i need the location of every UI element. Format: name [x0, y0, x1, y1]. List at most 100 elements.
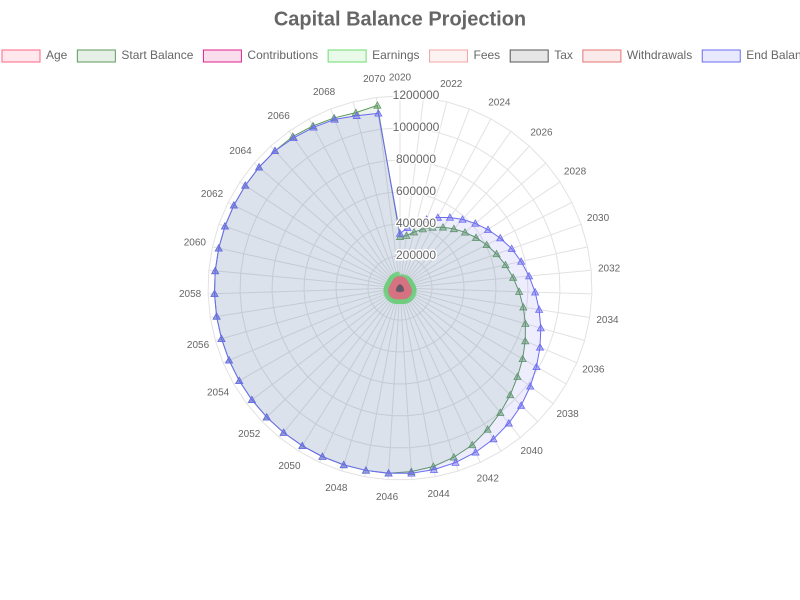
data-point	[298, 441, 307, 449]
point-label: 2032	[598, 263, 621, 274]
data-point	[468, 440, 477, 449]
legend-label: Withdrawals	[627, 48, 692, 62]
data-point	[330, 115, 339, 123]
legend-swatch	[1, 49, 41, 63]
data-point	[279, 428, 288, 436]
point-label: 2068	[313, 87, 336, 98]
data-point	[519, 302, 528, 311]
point-label: 2044	[427, 489, 450, 500]
data-point	[211, 266, 220, 275]
legend-item: Withdrawals	[582, 48, 692, 63]
data-point	[428, 223, 437, 231]
legend-item: Age	[1, 48, 68, 63]
legend-swatch	[76, 49, 116, 63]
legend-item: Contributions	[202, 48, 318, 63]
point-label: 2026	[530, 127, 553, 138]
data-point	[445, 213, 455, 221]
legend-swatch	[429, 49, 468, 63]
point-label: 2052	[238, 429, 261, 440]
y-tick-label: 200000	[396, 248, 436, 262]
point-label: 2038	[556, 409, 579, 420]
data-point	[535, 342, 545, 351]
data-point	[508, 273, 518, 281]
data-point	[532, 362, 541, 370]
data-point	[210, 289, 219, 297]
data-point	[395, 229, 405, 237]
data-point	[521, 319, 530, 327]
legend-label: Tax	[554, 48, 573, 62]
grid: 2020 2022 2024 2026 2028 2030 2032 2034 2036 2038…	[179, 73, 621, 504]
data-point	[492, 249, 501, 258]
point-label: 2034	[596, 315, 619, 326]
data-point	[518, 354, 527, 362]
data-point	[309, 122, 318, 131]
data-point	[471, 447, 480, 456]
point-label: 2024	[488, 98, 511, 109]
data-point	[395, 282, 405, 290]
grid-ring	[367, 255, 433, 321]
data-point	[536, 323, 545, 332]
legend-label: Earnings	[372, 48, 419, 62]
point-label: 2054	[207, 388, 230, 399]
grid-ring	[239, 127, 561, 449]
legend-swatch	[327, 49, 367, 63]
point-label: 2028	[564, 167, 587, 178]
data-point	[407, 468, 416, 477]
data-point	[438, 222, 448, 231]
point-label: 2042	[477, 473, 500, 484]
data-point	[374, 109, 383, 117]
legend-item: Fees	[429, 48, 501, 63]
legend-label: End Balance	[746, 48, 800, 62]
data-point	[270, 146, 280, 155]
data-point	[289, 133, 298, 142]
data-point	[483, 425, 492, 433]
data-point	[361, 466, 371, 474]
data-point	[458, 215, 467, 223]
grid-ring	[207, 95, 593, 481]
data-point	[409, 227, 419, 236]
point-label: 2056	[187, 340, 210, 351]
data-point	[517, 401, 526, 409]
data-point	[471, 233, 481, 241]
data-point	[217, 334, 226, 342]
grid-ring	[303, 191, 497, 385]
data-point	[422, 215, 431, 223]
data-point	[373, 101, 382, 109]
data-point	[402, 231, 411, 239]
point-label: 2030	[587, 213, 610, 224]
legend-label: Contributions	[247, 48, 318, 62]
data-point	[504, 418, 514, 427]
data-point	[224, 356, 234, 364]
data-point	[220, 221, 230, 230]
point-label: 2066	[268, 111, 291, 122]
data-point	[412, 218, 421, 227]
legend-swatch	[701, 49, 741, 63]
data-point	[384, 468, 393, 477]
series-line	[213, 112, 542, 474]
legend-item: Tax	[509, 48, 573, 63]
data-point	[339, 460, 348, 469]
legend-item: End Balance	[701, 48, 800, 63]
data-point	[482, 240, 491, 249]
data-point	[214, 243, 223, 252]
data-point	[507, 244, 516, 252]
y-tick-label: 600000	[396, 184, 436, 198]
grid-ring	[271, 159, 529, 417]
point-label: 2064	[229, 146, 252, 157]
data-point	[489, 434, 498, 443]
legend: Age Start Balance Contributions Earnings Fee…	[1, 48, 800, 63]
y-tick-label: 400000	[396, 216, 436, 230]
data-point	[534, 305, 544, 313]
legend-label: Fees	[474, 48, 501, 62]
data-point	[433, 213, 443, 221]
legend-item: Earnings	[327, 48, 420, 63]
data-point	[241, 181, 250, 189]
data-point	[501, 260, 510, 269]
point-label: 2036	[582, 364, 605, 375]
legend-swatch	[202, 49, 242, 63]
data-point	[496, 408, 505, 416]
data-point	[318, 452, 327, 460]
data-point	[394, 275, 404, 284]
data-point	[429, 465, 439, 473]
